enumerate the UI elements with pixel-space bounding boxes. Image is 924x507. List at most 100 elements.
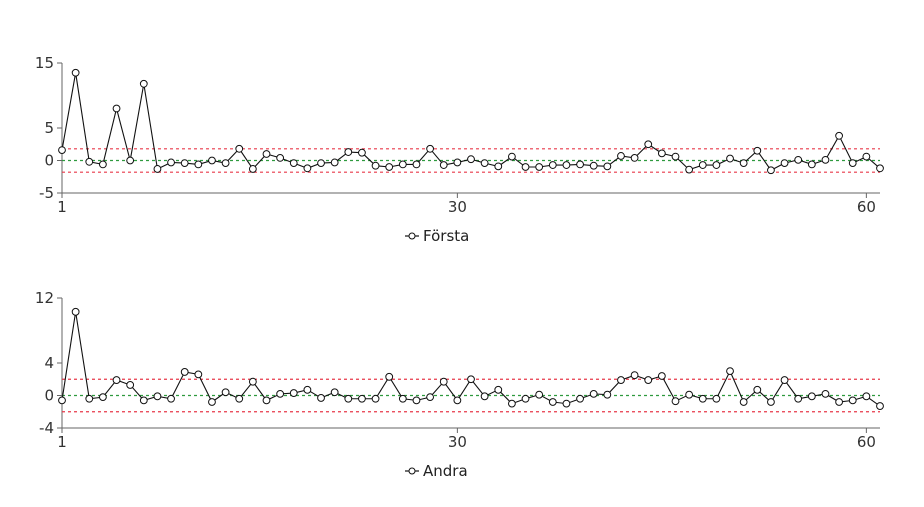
legend-marker-icon — [408, 467, 416, 475]
data-point — [139, 79, 148, 88]
data-point — [167, 158, 175, 167]
legend-marker-icon — [408, 232, 416, 240]
data-point — [194, 160, 203, 169]
data-point — [835, 398, 843, 406]
data-point — [712, 161, 721, 169]
data-point — [589, 389, 598, 398]
data-point — [358, 148, 366, 157]
data-point — [862, 152, 871, 161]
data-point — [521, 394, 530, 403]
data-point — [508, 399, 516, 408]
data-point — [85, 394, 94, 403]
data-point — [657, 372, 666, 380]
data-point — [467, 155, 475, 164]
data-point — [248, 165, 257, 173]
y-tick-label: -4 — [39, 419, 54, 437]
data-point — [767, 166, 775, 175]
x-tick-label: 60 — [857, 198, 876, 216]
data-point — [494, 162, 503, 171]
data-point — [780, 159, 789, 168]
data-point — [262, 396, 271, 405]
data-point — [821, 389, 830, 398]
data-point — [126, 156, 135, 165]
data-point — [262, 150, 271, 158]
y-tick-label: 0 — [44, 152, 54, 170]
data-point — [453, 396, 462, 405]
data-point — [194, 370, 203, 379]
data-point — [344, 148, 353, 156]
data-point — [467, 375, 475, 384]
data-point — [644, 140, 653, 149]
data-point — [767, 398, 775, 406]
y-tick-label: 15 — [35, 54, 54, 72]
data-point — [630, 371, 639, 380]
data-point — [753, 146, 762, 155]
data-point — [848, 159, 857, 168]
data-point — [276, 389, 285, 398]
x-tick-label: 60 — [857, 433, 876, 451]
data-point — [317, 394, 325, 402]
data-point — [99, 393, 107, 402]
data-point — [862, 392, 871, 401]
data-point — [548, 398, 557, 406]
data-point — [835, 131, 843, 140]
data-point — [58, 396, 66, 405]
data-point — [712, 394, 721, 403]
data-point — [603, 162, 612, 171]
data-point — [412, 396, 421, 405]
data-point — [508, 152, 516, 161]
y-tick-label: 4 — [44, 354, 54, 372]
data-point — [371, 161, 380, 170]
data-point — [276, 154, 285, 162]
data-point — [139, 396, 148, 405]
data-point — [671, 397, 680, 406]
data-point — [112, 104, 121, 113]
data-point — [248, 377, 257, 386]
chart-panel-2: 12 4 0 -41 30 60 Andra — [35, 289, 884, 480]
data-point — [876, 164, 884, 173]
x-tick-label: 1 — [57, 433, 67, 451]
data-point — [439, 377, 448, 386]
legend-label: Andra — [423, 462, 468, 480]
data-point — [330, 388, 339, 397]
data-point — [480, 392, 489, 401]
data-point — [876, 402, 884, 410]
x-tick-label: 1 — [57, 198, 67, 216]
data-point — [644, 376, 653, 384]
data-point — [71, 307, 80, 316]
data-point — [112, 376, 121, 384]
data-point — [153, 392, 162, 401]
data-point — [739, 159, 748, 168]
data-point — [576, 160, 584, 169]
data-point — [221, 159, 230, 168]
data-point — [208, 398, 216, 406]
data-point — [807, 392, 816, 401]
data-point — [821, 155, 830, 164]
data-point — [657, 149, 666, 158]
data-point — [794, 155, 803, 164]
data-point — [589, 161, 598, 170]
data-point — [753, 385, 762, 394]
data-point — [685, 390, 694, 399]
data-point — [180, 368, 189, 376]
data-point — [685, 165, 694, 174]
data-point — [426, 393, 435, 402]
data-point — [317, 159, 325, 168]
data-point — [303, 164, 312, 173]
data-point — [385, 372, 394, 381]
data-point — [385, 163, 394, 171]
data-point — [289, 159, 298, 168]
data-point — [698, 394, 707, 403]
data-point — [85, 157, 94, 166]
y-tick-label: 0 — [44, 387, 54, 405]
data-point — [535, 390, 544, 399]
data-point — [208, 156, 216, 165]
data-point — [617, 376, 625, 384]
data-point — [480, 159, 489, 168]
data-point — [398, 394, 407, 403]
data-point — [739, 398, 748, 406]
data-point — [58, 146, 66, 155]
data-point — [358, 394, 366, 403]
